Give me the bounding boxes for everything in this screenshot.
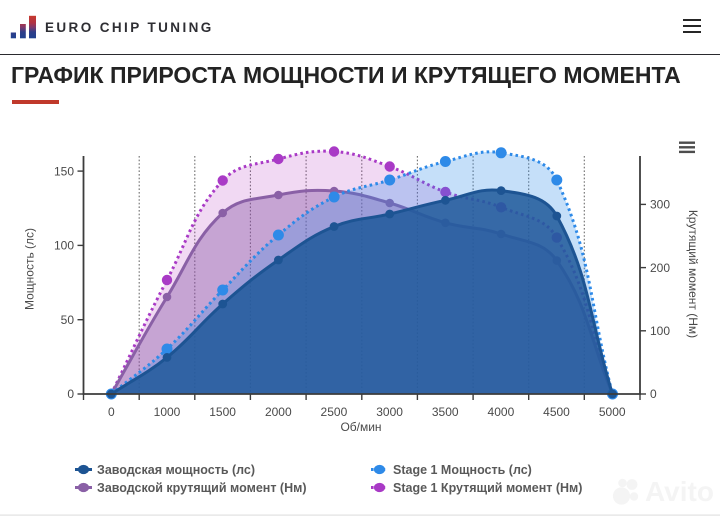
svg-text:2000: 2000 — [265, 405, 292, 419]
svg-text:3500: 3500 — [432, 405, 459, 419]
svg-text:2500: 2500 — [321, 405, 348, 419]
svg-text:4500: 4500 — [543, 405, 570, 419]
svg-text:100: 100 — [54, 239, 74, 253]
svg-text:3000: 3000 — [376, 405, 403, 419]
svg-text:1500: 1500 — [209, 405, 236, 419]
svg-text:Stage 1 Крутящий момент (Нм): Stage 1 Крутящий момент (Нм) — [393, 481, 582, 495]
svg-text:Крутящий момент (Нм): Крутящий момент (Нм) — [686, 210, 700, 338]
svg-text:50: 50 — [61, 313, 75, 327]
svg-text:4000: 4000 — [488, 405, 515, 419]
svg-text:0: 0 — [108, 405, 115, 419]
svg-text:300: 300 — [650, 198, 670, 212]
svg-text:Об/мин: Об/мин — [340, 420, 381, 434]
svg-text:100: 100 — [650, 324, 670, 338]
svg-text:0: 0 — [67, 387, 74, 401]
svg-text:150: 150 — [54, 164, 74, 178]
svg-text:Мощность (лс): Мощность (лс) — [23, 228, 37, 310]
svg-text:Заводской крутящий момент (Нм): Заводской крутящий момент (Нм) — [97, 481, 307, 495]
svg-text:200: 200 — [650, 261, 670, 275]
svg-text:Stage 1 Мощность (лс): Stage 1 Мощность (лс) — [393, 463, 532, 477]
svg-text:Avito: Avito — [645, 476, 714, 507]
svg-text:0: 0 — [650, 387, 657, 401]
svg-text:1000: 1000 — [154, 405, 181, 419]
svg-text:5000: 5000 — [599, 405, 626, 419]
svg-text:Заводская мощность (лс): Заводская мощность (лс) — [97, 463, 255, 477]
